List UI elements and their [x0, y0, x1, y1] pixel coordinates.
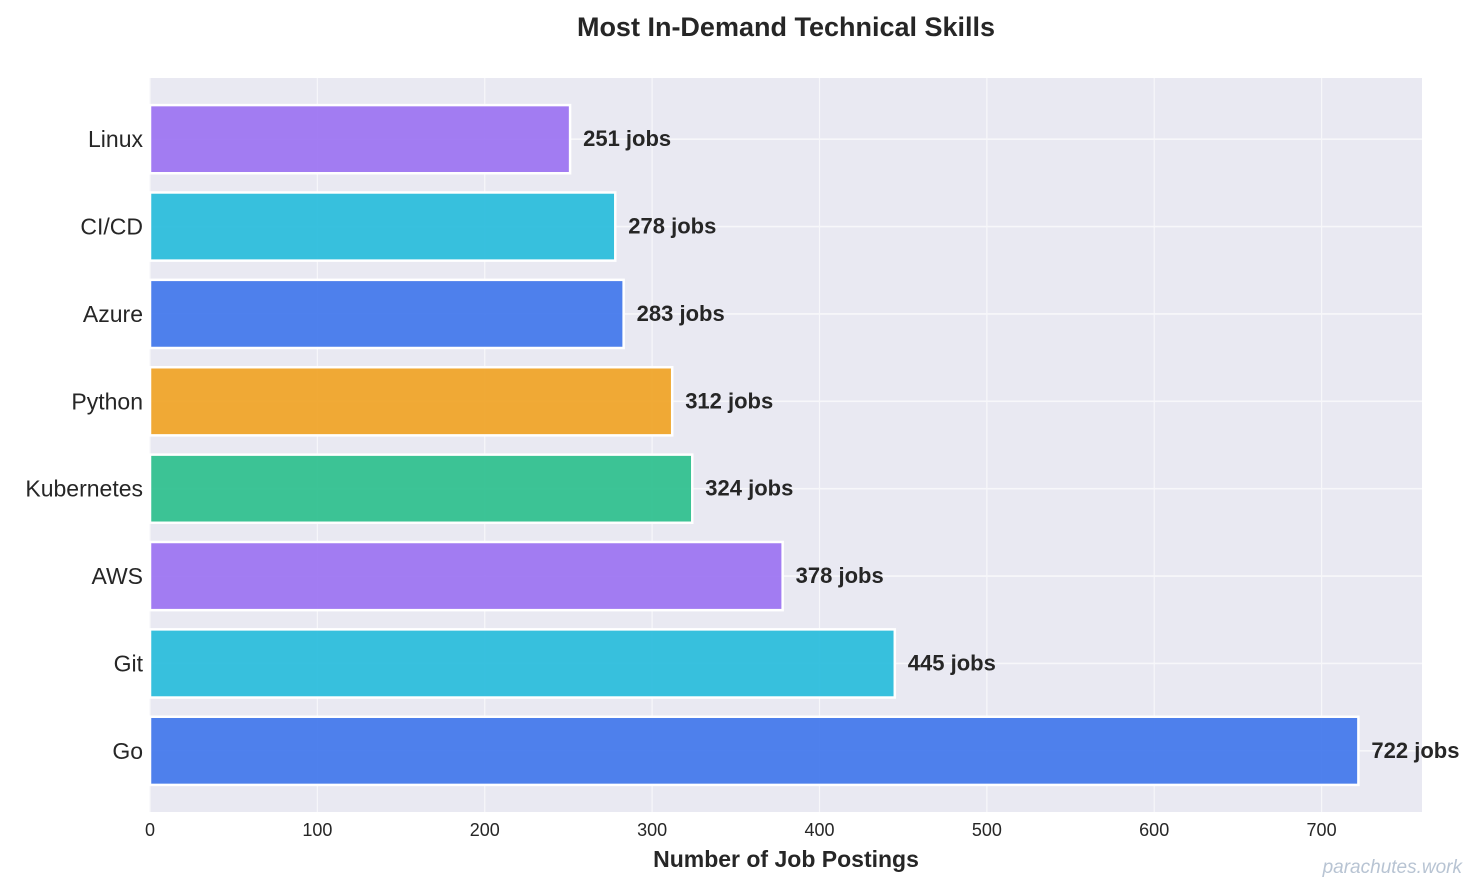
data-label: 378 jobs	[796, 563, 884, 588]
data-label: 722 jobs	[1371, 738, 1459, 763]
x-axis-label: Number of Job Postings	[653, 846, 919, 872]
x-tick-label: 600	[1139, 820, 1169, 840]
x-tick-label: 200	[470, 820, 500, 840]
y-tick-label: Kubernetes	[25, 476, 143, 502]
bar-azure	[148, 278, 625, 350]
data-label: 278 jobs	[628, 214, 716, 239]
y-tick-label: Go	[112, 738, 143, 764]
data-labels: 251 jobs 278 jobs 283 jobs 312 jobs 324 jobs…	[583, 126, 1459, 763]
x-tick-label: 100	[302, 820, 332, 840]
watermark: parachutes.work	[1322, 857, 1464, 878]
bar-ci-cd	[148, 191, 617, 262]
chart-title: Most In-Demand Technical Skills	[577, 12, 995, 42]
data-label: 445 jobs	[908, 650, 996, 675]
x-tick-labels: 0 100 200 300 400 500 600 700	[145, 820, 1337, 840]
y-tick-label: Python	[71, 388, 143, 414]
x-tick-label: 0	[145, 820, 155, 840]
bar-git	[148, 628, 897, 699]
bar-go	[148, 715, 1360, 787]
data-label: 312 jobs	[685, 388, 773, 413]
y-tick-label: Azure	[83, 301, 143, 327]
y-tick-label: Linux	[88, 126, 143, 152]
x-tick-label: 500	[972, 820, 1002, 840]
data-label: 324 jobs	[705, 476, 793, 501]
x-tick-label: 700	[1307, 820, 1337, 840]
y-tick-labels: Linux CI/CD Azure Python Kubernetes AWS Git Go	[25, 126, 143, 764]
x-tick-label: 400	[804, 820, 834, 840]
bar-kubernetes	[148, 453, 694, 525]
plot-area	[150, 78, 1422, 812]
bar-linux	[148, 103, 572, 175]
bar-aws	[148, 540, 784, 612]
data-label: 251 jobs	[583, 126, 671, 151]
y-tick-label: Git	[114, 650, 144, 676]
bar-python	[148, 365, 674, 437]
y-tick-label: AWS	[91, 563, 143, 589]
y-tick-label: CI/CD	[80, 214, 143, 240]
data-label: 283 jobs	[637, 301, 725, 326]
bars	[148, 103, 1360, 787]
x-tick-label: 300	[637, 820, 667, 840]
